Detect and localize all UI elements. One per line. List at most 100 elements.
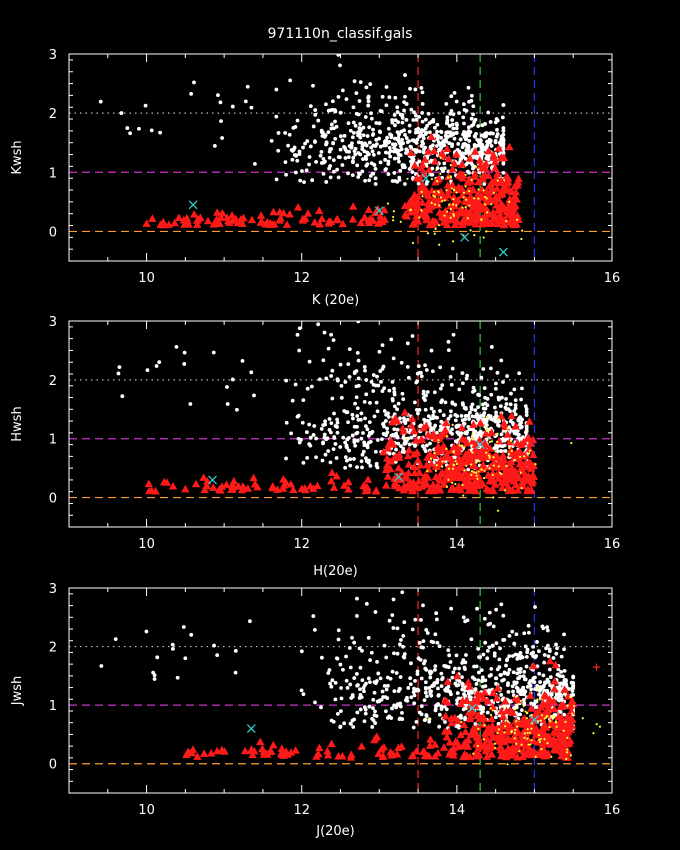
star-triangle — [502, 171, 511, 180]
yellow-point — [443, 199, 446, 202]
star-triangle — [461, 727, 470, 736]
yellow-point — [482, 738, 486, 741]
y-tick-label: 3 — [49, 582, 57, 597]
galaxy-point — [412, 686, 416, 691]
galaxy-point — [335, 430, 340, 435]
star-triangle — [430, 740, 440, 748]
yellow-point — [392, 219, 395, 222]
galaxy-point — [311, 433, 316, 437]
star-triangle — [410, 462, 419, 470]
star-triangle — [498, 451, 508, 459]
galaxy-point — [460, 401, 465, 406]
yellow-point — [470, 178, 473, 182]
galaxy-point — [391, 626, 396, 630]
galaxy-point — [395, 651, 400, 656]
galaxy-point — [333, 549, 337, 553]
galaxy-point — [501, 132, 506, 137]
galaxy-point — [453, 439, 458, 444]
galaxy-point — [364, 392, 369, 397]
galaxy-point — [449, 382, 454, 387]
galaxy-point — [402, 440, 407, 445]
star-triangle — [312, 752, 321, 760]
star-triangle — [471, 477, 481, 485]
galaxy-point — [329, 122, 334, 127]
star-triangle — [549, 727, 559, 736]
galaxy-point — [502, 670, 507, 675]
galaxy-point — [356, 683, 360, 687]
galaxy-point — [333, 442, 338, 446]
galaxy-point — [355, 710, 360, 715]
galaxy-point — [389, 133, 394, 138]
star-triangle — [447, 484, 456, 492]
galaxy-point — [371, 718, 376, 723]
star-triangle — [454, 447, 464, 455]
galaxy-point — [401, 634, 406, 638]
galaxy-point — [171, 646, 175, 651]
galaxy-point — [481, 652, 486, 657]
y-tick-label: 1 — [49, 166, 57, 181]
yellow-point — [550, 755, 553, 758]
star-triangle — [406, 207, 416, 216]
galaxy-point — [284, 172, 288, 177]
galaxy-point — [487, 674, 492, 678]
galaxy-point — [128, 131, 132, 136]
galaxy-point — [457, 111, 461, 115]
galaxy-point — [523, 677, 528, 682]
galaxy-point — [453, 666, 457, 671]
galaxy-point — [449, 606, 454, 611]
galaxy-point — [414, 150, 418, 154]
star-triangle — [384, 464, 393, 472]
yellow-point — [437, 191, 441, 194]
star-triangle — [499, 712, 508, 720]
galaxy-point — [249, 370, 254, 375]
galaxy-point — [542, 653, 547, 657]
star-triangle — [421, 421, 431, 430]
galaxy-point — [558, 681, 563, 686]
galaxy-point — [329, 718, 334, 723]
galaxy-point — [429, 158, 434, 163]
galaxy-point — [387, 451, 392, 456]
galaxy-point — [416, 181, 421, 186]
galaxy-point — [144, 629, 149, 634]
yellow-point — [516, 218, 519, 221]
yellow-point — [437, 204, 441, 207]
galaxy-point — [299, 437, 303, 442]
galaxy-point — [301, 692, 306, 697]
galaxy-point — [434, 611, 439, 616]
galaxy-point — [402, 620, 407, 625]
galaxy-point — [444, 102, 449, 106]
star-triangle — [522, 472, 531, 480]
yellow-point — [470, 463, 473, 466]
galaxy-point — [350, 412, 355, 417]
star-triangle — [484, 471, 493, 479]
galaxy-point — [465, 373, 469, 378]
galaxy-point — [355, 596, 359, 601]
yellow-point — [451, 467, 455, 470]
galaxy-point — [99, 664, 104, 668]
galaxy-point — [351, 120, 356, 125]
star-triangle — [513, 718, 522, 727]
yellow-point — [445, 447, 448, 450]
star-triangle — [441, 418, 451, 427]
galaxy-point — [501, 145, 506, 150]
yellow-point — [484, 425, 488, 429]
galaxy-point — [225, 385, 229, 389]
galaxy-point — [322, 330, 327, 335]
galaxy-point — [335, 378, 340, 383]
star-triangle — [514, 728, 523, 736]
star-triangle — [432, 481, 442, 490]
yellow-point — [432, 194, 435, 197]
galaxy-point — [343, 380, 348, 384]
galaxy-point — [345, 445, 349, 450]
galaxy-point — [496, 721, 501, 726]
galaxy-point — [354, 395, 359, 400]
galaxy-point — [420, 139, 425, 144]
galaxy-point — [152, 673, 157, 678]
galaxy-point — [423, 690, 428, 695]
star-triangle — [437, 149, 447, 157]
yellow-point — [513, 458, 516, 462]
galaxy-point — [518, 666, 523, 671]
galaxy-point — [406, 686, 411, 690]
galaxy-point — [559, 654, 564, 659]
